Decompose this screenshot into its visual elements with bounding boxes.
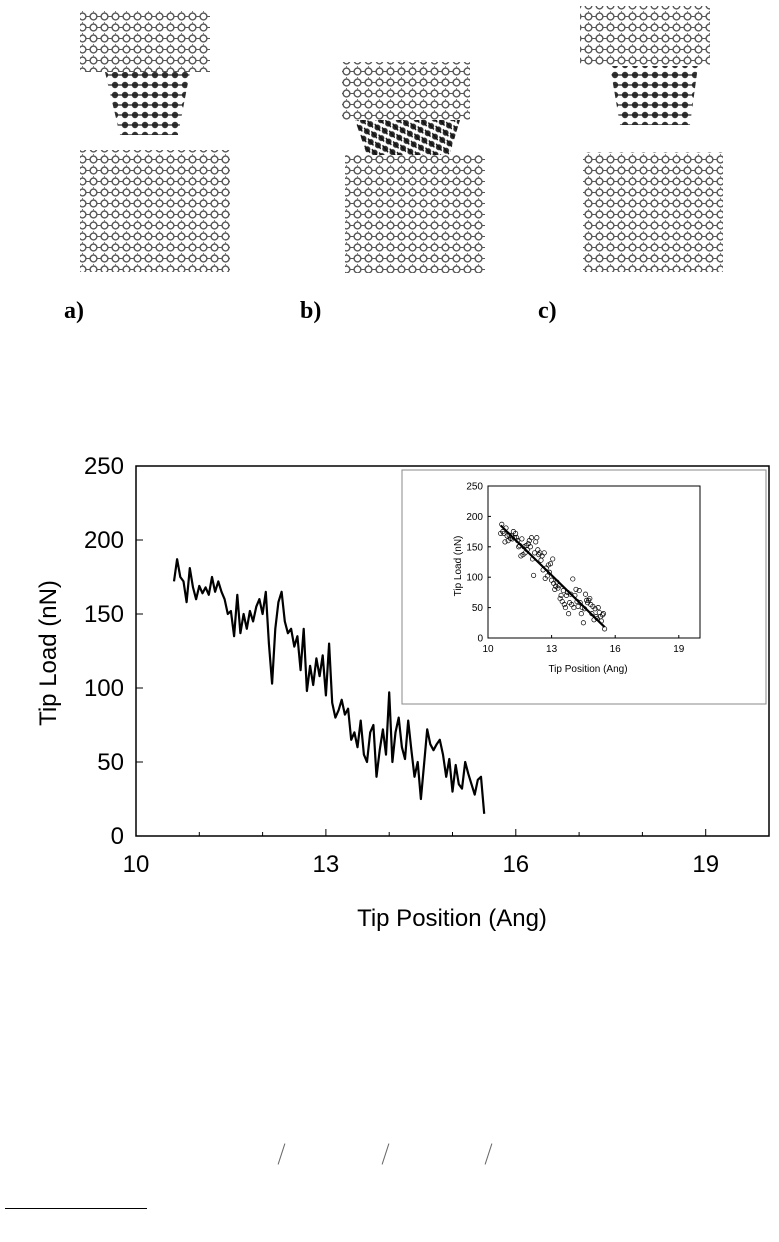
inset-chart-axes bbox=[487, 485, 701, 639]
tip-load-line bbox=[172, 558, 486, 814]
inset-point bbox=[502, 539, 508, 545]
inset-point bbox=[534, 535, 540, 541]
stray-mark-1 bbox=[277, 1143, 286, 1165]
inset-y-label: Tip Load (nN) bbox=[453, 536, 464, 597]
inset-point bbox=[576, 588, 582, 594]
inset-point bbox=[573, 586, 579, 592]
inset-point bbox=[501, 530, 507, 536]
inset-point bbox=[587, 595, 593, 602]
inset-chart: 10 13 16 19 0 50 100 150 200 250 Tip Position (An… bbox=[401, 469, 767, 705]
inset-point bbox=[550, 556, 556, 562]
inset-chart-fit bbox=[499, 524, 606, 628]
inset-fit-line bbox=[499, 524, 606, 628]
x-tick-label: 10 bbox=[123, 851, 150, 878]
structure-c bbox=[580, 6, 723, 272]
inset-x-tick-label: 10 bbox=[482, 644, 494, 655]
stray-mark-3 bbox=[484, 1143, 493, 1165]
main-chart-series bbox=[172, 558, 486, 814]
inset-point bbox=[531, 572, 537, 578]
inset-point bbox=[528, 535, 535, 541]
inset-point bbox=[577, 600, 583, 606]
inset-point bbox=[578, 611, 584, 617]
inset-point bbox=[599, 612, 606, 618]
inset-plot-frame bbox=[487, 485, 701, 639]
inset-y-tick-label: 100 bbox=[466, 573, 483, 584]
y-tick-label: 150 bbox=[84, 601, 124, 628]
inset-x-tick-label: 13 bbox=[546, 644, 558, 655]
y-tick-label: 200 bbox=[84, 527, 124, 554]
inset-point bbox=[552, 586, 558, 592]
panel-label-c: c) bbox=[538, 298, 557, 324]
inset-point bbox=[560, 588, 566, 594]
inset-point bbox=[562, 605, 568, 611]
inset-point bbox=[519, 536, 525, 542]
inset-x-tick-label: 16 bbox=[610, 644, 622, 655]
inset-point bbox=[592, 606, 598, 612]
inset-point bbox=[532, 550, 538, 556]
inset-x-label: Tip Position (Ang) bbox=[548, 664, 627, 675]
inset-frame bbox=[401, 469, 767, 705]
x-tick-label: 19 bbox=[692, 851, 719, 878]
inset-point bbox=[582, 591, 589, 597]
molecular-panels bbox=[80, 6, 723, 273]
inset-point bbox=[541, 550, 547, 556]
inset-y-tick-label: 150 bbox=[466, 542, 483, 553]
inset-point bbox=[547, 561, 554, 567]
x-tick-label: 16 bbox=[502, 851, 529, 878]
structure-a bbox=[80, 10, 230, 272]
inset-point bbox=[544, 573, 550, 579]
y-tick-label: 100 bbox=[84, 675, 124, 702]
structure-b bbox=[342, 62, 485, 273]
x-tick-label: 13 bbox=[313, 851, 340, 878]
main-chart-y-label: Tip Load (nN) bbox=[35, 580, 62, 726]
inset-point bbox=[570, 576, 576, 582]
inset-point bbox=[527, 544, 533, 550]
inset-y-tick-label: 50 bbox=[472, 603, 484, 614]
y-tick-label: 50 bbox=[97, 749, 124, 776]
inset-y-tick-label: 250 bbox=[466, 482, 483, 493]
inset-point bbox=[595, 605, 601, 611]
y-tick-label: 0 bbox=[111, 823, 124, 850]
panel-label-b: b) bbox=[300, 298, 322, 324]
inset-point bbox=[558, 592, 564, 598]
inset-y-tick-label: 0 bbox=[477, 634, 483, 645]
inset-point bbox=[555, 585, 561, 591]
inset-point bbox=[600, 611, 607, 617]
panel-label-a: a) bbox=[64, 298, 84, 324]
inset-point bbox=[580, 620, 586, 626]
footnote-rule bbox=[5, 1208, 147, 1209]
main-chart-x-label: Tip Position (Ang) bbox=[357, 905, 547, 932]
stray-mark-2 bbox=[381, 1143, 390, 1165]
inset-point bbox=[561, 602, 567, 608]
y-tick-label: 250 bbox=[84, 453, 124, 480]
inset-chart-ticks: 10 13 16 19 0 50 100 150 200 250 bbox=[466, 482, 684, 656]
inset-x-tick-label: 19 bbox=[673, 644, 685, 655]
inset-point bbox=[566, 611, 572, 617]
inset-y-tick-label: 200 bbox=[466, 512, 483, 523]
